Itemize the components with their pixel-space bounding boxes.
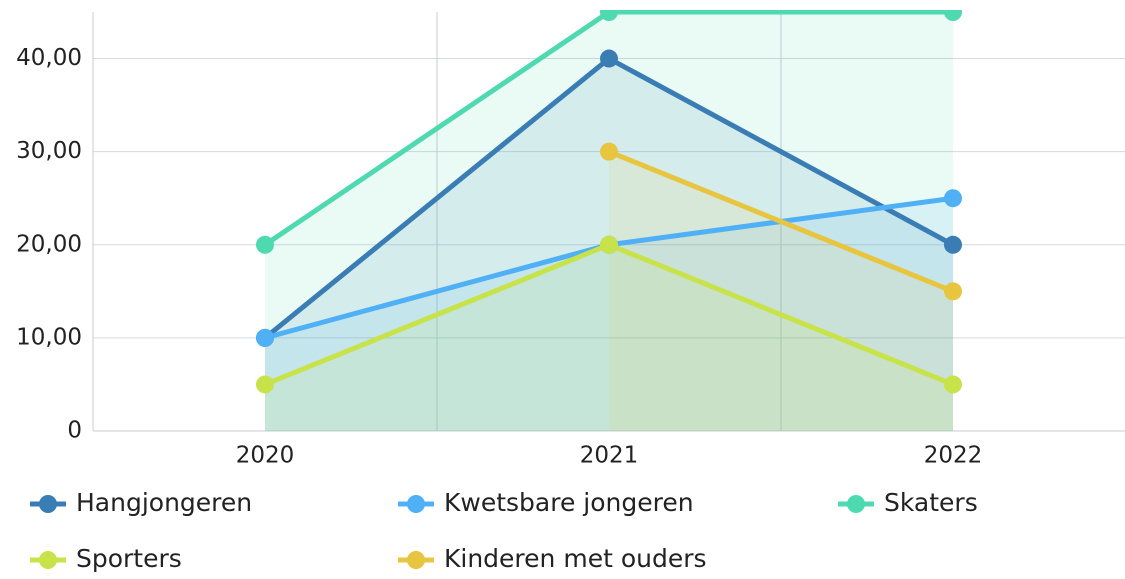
data-point [944, 189, 962, 208]
y-tick-label: 40,00 [16, 45, 82, 71]
data-point [944, 375, 962, 394]
data-point [944, 282, 962, 301]
y-tick-label: 10,00 [16, 324, 82, 350]
legend-label: Hangjongeren [76, 488, 252, 517]
legend-marker [39, 495, 57, 513]
legend-label: Kwetsbare jongeren [444, 488, 694, 517]
x-tick-label: 2022 [924, 443, 983, 469]
legend-marker [407, 495, 425, 513]
area [265, 244, 953, 431]
y-tick-label: 30,00 [16, 138, 82, 164]
y-tick-label: 20,00 [16, 231, 82, 257]
x-tick-label: 2021 [580, 443, 639, 469]
legend-marker [39, 551, 57, 569]
data-point [944, 10, 962, 21]
data-point [600, 49, 618, 68]
x-tick-label: 2020 [236, 443, 295, 469]
area [609, 151, 953, 431]
data-point [256, 235, 274, 254]
data-point [600, 10, 618, 21]
data-point [256, 375, 274, 394]
legend-marker [847, 495, 865, 513]
data-point [944, 235, 962, 254]
data-point [256, 328, 274, 347]
data-point [600, 235, 618, 254]
legend-label: Kinderen met ouders [444, 544, 707, 573]
data-point [600, 142, 618, 161]
series-line [608, 149, 954, 294]
area [265, 198, 953, 431]
legend-label: Skaters [884, 488, 978, 517]
legend-label: Sporters [76, 544, 182, 573]
legend-marker [407, 551, 425, 569]
area [265, 12, 953, 431]
y-tick-label: 0 [67, 418, 82, 444]
plot-area [256, 10, 962, 432]
